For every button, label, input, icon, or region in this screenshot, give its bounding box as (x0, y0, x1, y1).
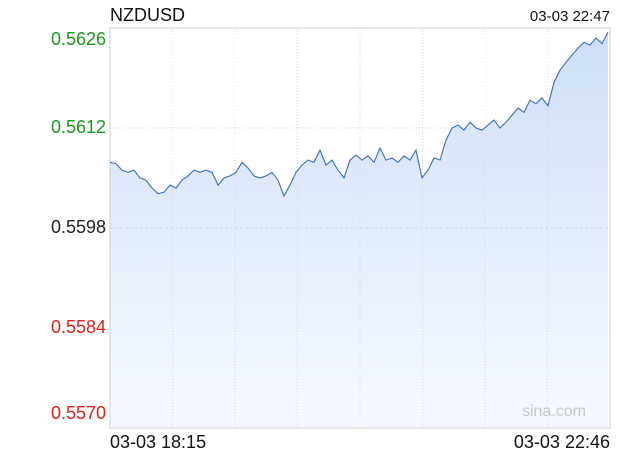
y-tick-label: 0.5584 (51, 317, 106, 337)
area-fill (110, 32, 608, 429)
y-tick-label: 0.5612 (51, 117, 106, 137)
timestamp: 03-03 22:47 (530, 8, 610, 25)
y-tick-label: 0.5598 (51, 217, 106, 237)
vertical-grid (172, 28, 548, 428)
price-line (109, 32, 609, 198)
plot-frame (109, 27, 611, 429)
x-tick-label: 03-03 18:15 (110, 432, 206, 452)
watermark: sina.com (522, 403, 586, 420)
x-tick-label: 03-03 22:46 (514, 432, 610, 452)
y-tick-label: 0.5626 (51, 29, 106, 49)
y-tick-label: 0.5570 (51, 403, 106, 423)
chart-title: NZDUSD (110, 5, 185, 25)
